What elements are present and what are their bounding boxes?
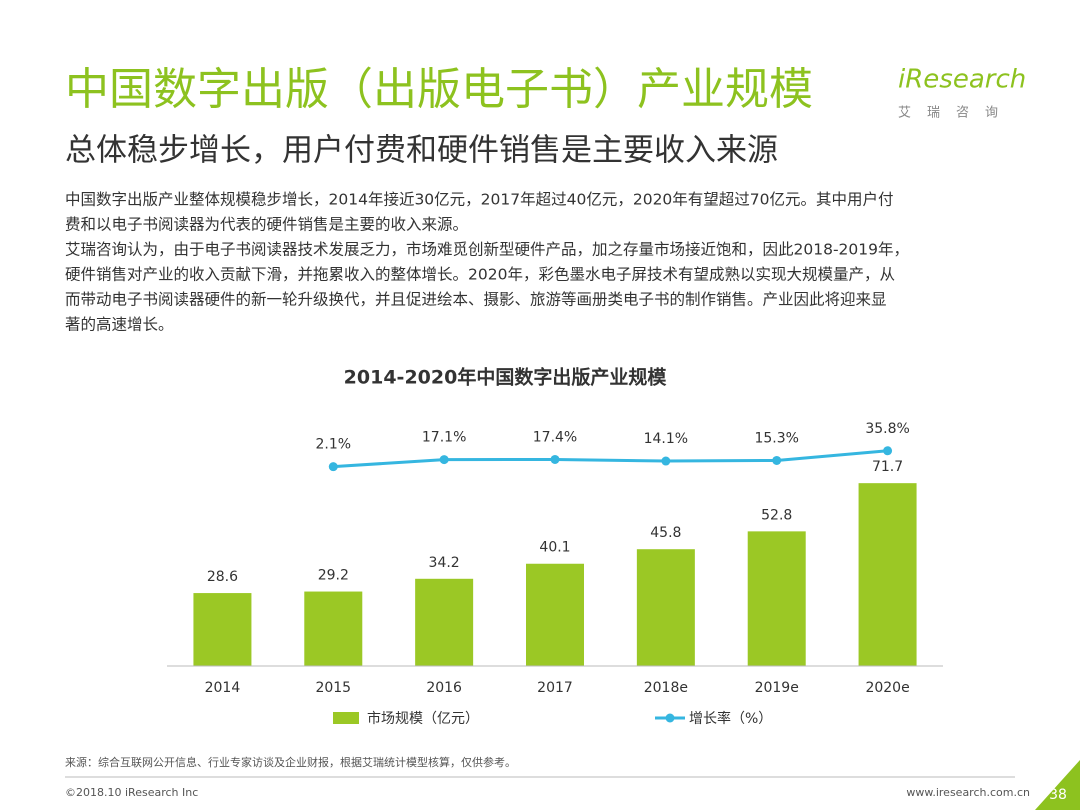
bar-label: 45.8: [650, 525, 681, 541]
legend-label: 市场规模（亿元）: [367, 710, 479, 727]
line-label: 35.8%: [865, 421, 909, 437]
bar-label: 28.6: [207, 569, 238, 585]
line-label: 17.4%: [533, 429, 577, 445]
bar: [526, 563, 584, 666]
body-line: 著的高速增长。: [65, 316, 174, 334]
body-line: 中国数字出版产业整体规模稳步增长，2014年接近30亿元，2017年超过40亿元…: [65, 191, 894, 209]
logo: iResearch: [898, 65, 1026, 95]
growth-point: [550, 454, 560, 464]
slide-title: 中国数字出版（出版电子书）产业规模: [65, 64, 813, 115]
x-tick-label: 2014: [205, 680, 241, 696]
growth-point: [328, 462, 338, 472]
growth-point: [772, 455, 782, 465]
legend-swatch: [665, 713, 675, 723]
plot: 2014 2015 2016 2017 2018e 2019e 2020e 28.6 29.2 3…: [167, 421, 943, 727]
body-line: 而带动电子书阅读器硬件的新一轮升级换代，并且促进绘本、摄影、旅游等画册类电子书的…: [65, 291, 887, 309]
x-tick-label: 2016: [426, 680, 462, 696]
bar-label: 40.1: [539, 540, 570, 556]
legend-label: 增长率（%）: [689, 710, 772, 727]
x-tick-label: 2020e: [865, 680, 909, 696]
bar: [858, 483, 917, 666]
page-number: 38: [1049, 787, 1067, 803]
logo-cn: 艾瑞咨询: [898, 106, 1014, 121]
growth-point: [883, 446, 893, 456]
legend-swatch: [333, 712, 359, 724]
line-label: 2.1%: [315, 437, 351, 453]
bar-label: 29.2: [318, 568, 349, 584]
body-line: 艾瑞咨询认为，由于电子书阅读器技术发展乏力，市场难觅创新型硬件产品，加之存量市场…: [65, 241, 909, 259]
bar: [304, 591, 363, 666]
bar: [415, 578, 474, 666]
url: www.iresearch.com.cn: [906, 786, 1030, 799]
bar: [636, 549, 695, 666]
x-tick-label: 2017: [537, 680, 573, 696]
source: 来源：综合互联网公开信息、行业专家访谈及企业财报，根据艾瑞统计模型核算，仅供参考…: [65, 755, 516, 769]
bar-label: 71.7: [872, 459, 903, 475]
body-line: 费和以电子书阅读器为代表的硬件销售是主要的收入来源。: [65, 216, 468, 234]
x-tick-label: 2015: [315, 680, 351, 696]
growth-point: [439, 455, 449, 465]
body-line: 硬件销售对产业的收入贡献下滑，并拖累收入的整体增长。2020年，彩色墨水电子屏技…: [65, 266, 895, 284]
chart-title: 2014-2020年中国数字出版产业规模: [344, 366, 668, 389]
subtitle: 总体稳步增长，用户付费和硬件销售是主要收入来源: [65, 133, 778, 169]
x-tick-label: 2019e: [755, 680, 799, 696]
copyright: ©2018.10 iResearch Inc: [65, 786, 198, 799]
line-label: 17.1%: [422, 430, 466, 446]
page-corner: [1035, 760, 1080, 810]
bar: [193, 593, 252, 666]
bar: [747, 531, 806, 666]
x-tick-label: 2018e: [644, 680, 688, 696]
growth-line: [333, 449, 888, 469]
growth-point: [661, 456, 671, 466]
line-label: 15.3%: [754, 430, 798, 446]
line-label: 14.1%: [644, 431, 688, 447]
bar-label: 34.2: [429, 555, 460, 571]
bar-label: 52.8: [761, 507, 792, 523]
